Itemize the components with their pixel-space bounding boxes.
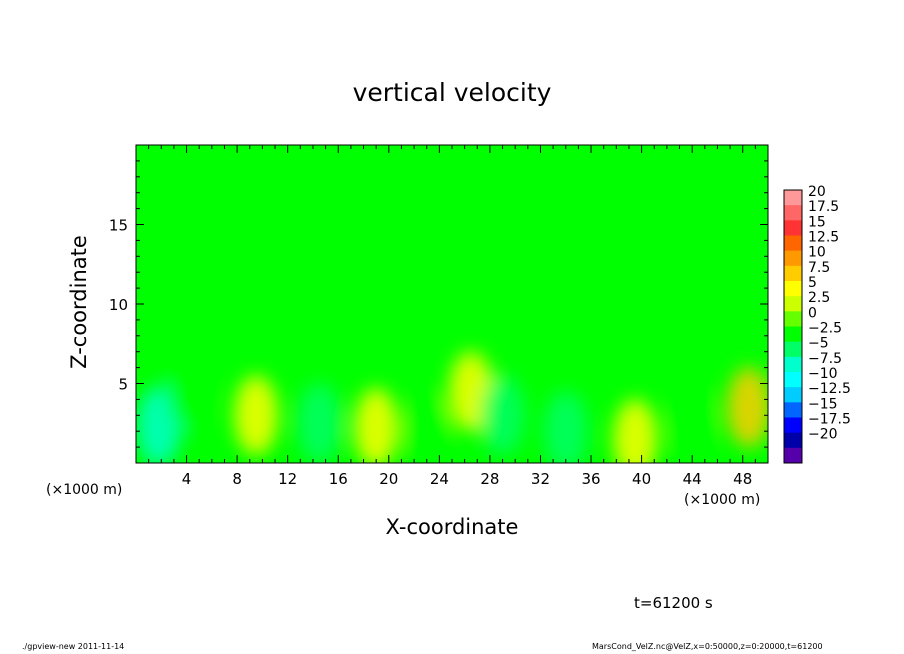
- x-axis-label: X-coordinate: [385, 515, 519, 539]
- colorbar-swatch: [784, 447, 802, 464]
- velocity-cell-11: [727, 367, 768, 448]
- y-units-label: (×1000 m): [46, 482, 123, 498]
- colorbar-swatch: [784, 265, 802, 282]
- colorbar-label: −15: [808, 396, 838, 412]
- y-tick-label: 5: [118, 376, 128, 394]
- colorbar-swatch: [784, 387, 802, 403]
- colorbar-label: 0: [808, 305, 817, 321]
- velocity-cell-9: [613, 399, 658, 463]
- x-tick-label: 44: [683, 470, 702, 488]
- velocity-cell-10: [670, 383, 715, 463]
- colorbar-swatch: [784, 281, 802, 297]
- colorbar-label: 10: [808, 245, 826, 261]
- x-tick-label: 8: [232, 470, 242, 488]
- x-tick-label: 36: [581, 470, 600, 488]
- x-tick-label: 20: [379, 470, 398, 488]
- colorbar-label: 2.5: [808, 290, 830, 306]
- y-tick-label: 15: [109, 217, 128, 235]
- colorbar-swatch: [784, 356, 802, 373]
- colorbar-frame: [783, 189, 803, 464]
- colorbar-swatch: [784, 250, 802, 267]
- chart-title: vertical velocity: [352, 78, 552, 107]
- colorbar-swatch: [784, 341, 802, 358]
- velocity-cell-7: [480, 375, 525, 456]
- colorbar-label: −7.5: [808, 351, 842, 367]
- colorbar-label: 17.5: [808, 199, 839, 215]
- x-units-label: (×1000 m): [684, 492, 761, 508]
- colorbar-swatch: [784, 417, 802, 434]
- x-tick-label: 12: [278, 470, 297, 488]
- colorbar-swatch: [784, 220, 802, 236]
- time-label: t=61200 s: [634, 594, 713, 612]
- colorbar-label: 5: [808, 275, 817, 291]
- colorbar-label: 20: [808, 184, 826, 200]
- footer-right: MarsCond_VelZ.nc@VelZ,x=0:50000,z=0:2000…: [592, 642, 823, 651]
- colorbar-swatch: [784, 432, 802, 449]
- velocity-cell-1: [167, 351, 212, 432]
- x-tick-label: 32: [531, 470, 550, 488]
- velocity-field: [136, 351, 768, 463]
- colorbar: 2017.51512.5107.552.50−2.5−5−7.5−10−12.5…: [783, 184, 851, 464]
- colorbar-swatch: [784, 326, 802, 343]
- colorbar-swatch: [784, 296, 802, 312]
- colorbar-swatch: [784, 235, 802, 252]
- x-tick-label: 24: [430, 470, 449, 488]
- colorbar-label: −20: [808, 427, 838, 443]
- footer-left: ./gpview-new 2011-11-14: [22, 642, 125, 651]
- colorbar-swatch: [784, 205, 802, 221]
- colorbar-label: 15: [808, 214, 826, 230]
- colorbar-swatch: [784, 311, 802, 327]
- velocity-cell-2: [234, 375, 279, 456]
- colorbar-label: −10: [808, 366, 838, 382]
- velocity-cell-8: [543, 391, 588, 463]
- x-tick-label: 28: [480, 470, 499, 488]
- colorbar-swatch: [784, 190, 802, 206]
- x-tick-label: 4: [182, 470, 192, 488]
- colorbar-label: 12.5: [808, 230, 839, 246]
- velocity-cell-4: [354, 388, 399, 463]
- colorbar-label: 7.5: [808, 260, 830, 276]
- colorbar-swatch: [784, 402, 802, 418]
- x-tick-label: 16: [329, 470, 348, 488]
- colorbar-label: −17.5: [808, 412, 851, 428]
- y-axis-label: Z-coordinate: [67, 235, 91, 369]
- y-tick-label: 10: [109, 296, 128, 314]
- x-tick-label: 48: [733, 470, 752, 488]
- plot-area: [135, 144, 769, 464]
- colorbar-label: −2.5: [808, 321, 842, 337]
- colorbar-swatch: [784, 372, 802, 388]
- colorbar-label: −12.5: [808, 381, 851, 397]
- colorbar-label: −5: [808, 336, 829, 352]
- velocity-cell-3: [297, 383, 342, 463]
- x-tick-label: 40: [632, 470, 651, 488]
- velocity-cell-5: [404, 391, 449, 463]
